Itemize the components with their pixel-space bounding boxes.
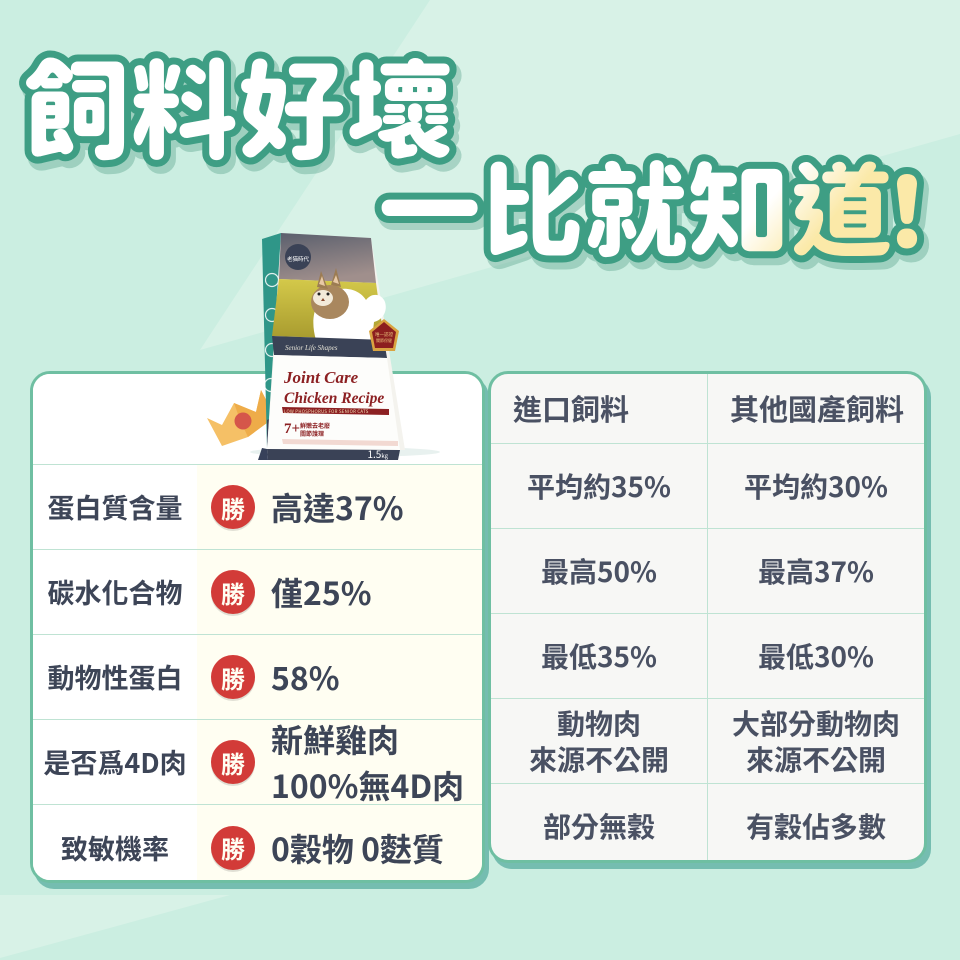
svg-text:一比就知道!: 一比就知道! [378,148,921,270]
